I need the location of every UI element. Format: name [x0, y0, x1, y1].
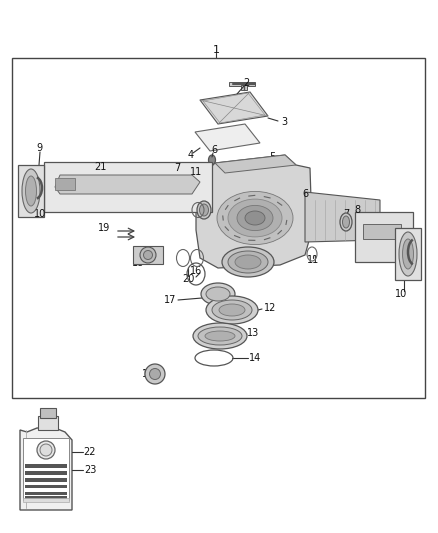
Bar	[25, 478, 67, 482]
Bar	[395, 228, 421, 280]
Ellipse shape	[403, 239, 413, 269]
Text: 11: 11	[190, 167, 202, 177]
Ellipse shape	[228, 251, 268, 273]
Circle shape	[149, 368, 160, 379]
Text: 2: 2	[243, 78, 249, 88]
Ellipse shape	[201, 283, 235, 305]
Bar	[23, 438, 69, 500]
Ellipse shape	[199, 204, 208, 216]
Ellipse shape	[399, 232, 417, 276]
Ellipse shape	[217, 191, 293, 245]
Polygon shape	[195, 124, 260, 151]
Ellipse shape	[206, 296, 258, 324]
Text: 7: 7	[174, 163, 180, 173]
Text: 14: 14	[249, 353, 261, 363]
Ellipse shape	[235, 255, 261, 269]
Text: 18: 18	[132, 258, 144, 268]
Text: 12: 12	[264, 303, 276, 313]
Ellipse shape	[208, 155, 215, 165]
Text: 10: 10	[395, 289, 407, 299]
Ellipse shape	[294, 191, 301, 201]
Ellipse shape	[144, 251, 152, 260]
Text: 11: 11	[307, 255, 319, 265]
Ellipse shape	[197, 201, 211, 219]
Bar	[23, 498, 69, 502]
Text: 21: 21	[94, 162, 106, 172]
Ellipse shape	[274, 159, 286, 167]
Text: 10: 10	[34, 209, 46, 219]
Ellipse shape	[22, 169, 40, 213]
Ellipse shape	[222, 247, 274, 277]
Ellipse shape	[212, 300, 252, 320]
Ellipse shape	[205, 331, 235, 341]
Bar	[25, 492, 67, 495]
Text: 1: 1	[212, 45, 219, 55]
Bar	[38, 416, 58, 430]
Bar	[25, 464, 67, 468]
Circle shape	[40, 444, 52, 456]
Ellipse shape	[340, 213, 352, 231]
Text: 19: 19	[98, 223, 110, 233]
Ellipse shape	[219, 304, 245, 316]
Bar	[355, 212, 413, 262]
Text: 13: 13	[247, 328, 259, 338]
Text: 9: 9	[405, 252, 411, 262]
Ellipse shape	[140, 247, 156, 263]
Bar	[241, 85, 247, 90]
Circle shape	[37, 441, 55, 459]
Ellipse shape	[193, 323, 247, 349]
Bar	[40, 408, 56, 418]
Bar	[25, 496, 67, 499]
Bar	[55, 178, 75, 190]
Text: 6: 6	[211, 145, 217, 155]
Bar	[44, 162, 212, 212]
Bar	[25, 485, 67, 488]
Bar	[12, 58, 425, 398]
Text: 9: 9	[36, 143, 42, 153]
Text: 17: 17	[164, 295, 176, 305]
Text: 23: 23	[84, 465, 96, 475]
Polygon shape	[196, 155, 312, 268]
Text: 8: 8	[354, 205, 360, 215]
Polygon shape	[20, 428, 72, 510]
Text: 15: 15	[142, 369, 154, 379]
Polygon shape	[215, 155, 296, 173]
Circle shape	[145, 364, 165, 384]
Polygon shape	[305, 192, 380, 242]
Text: 16: 16	[190, 266, 202, 276]
Ellipse shape	[343, 216, 350, 228]
Text: 7: 7	[343, 209, 349, 219]
Bar	[18, 165, 44, 217]
Bar	[133, 246, 163, 264]
Polygon shape	[200, 92, 268, 124]
Text: 22: 22	[84, 447, 96, 457]
Text: 6: 6	[302, 189, 308, 199]
Ellipse shape	[228, 199, 282, 237]
Ellipse shape	[245, 211, 265, 225]
Text: 20: 20	[182, 274, 194, 284]
Ellipse shape	[198, 327, 242, 345]
Text: 3: 3	[281, 117, 287, 127]
Text: 4: 4	[188, 150, 194, 160]
Polygon shape	[55, 175, 200, 194]
Bar	[363, 224, 401, 239]
Text: 5: 5	[269, 152, 275, 162]
Ellipse shape	[206, 287, 230, 301]
Ellipse shape	[25, 176, 36, 206]
Bar	[25, 471, 67, 475]
Bar	[229, 82, 255, 85]
Ellipse shape	[237, 205, 273, 231]
